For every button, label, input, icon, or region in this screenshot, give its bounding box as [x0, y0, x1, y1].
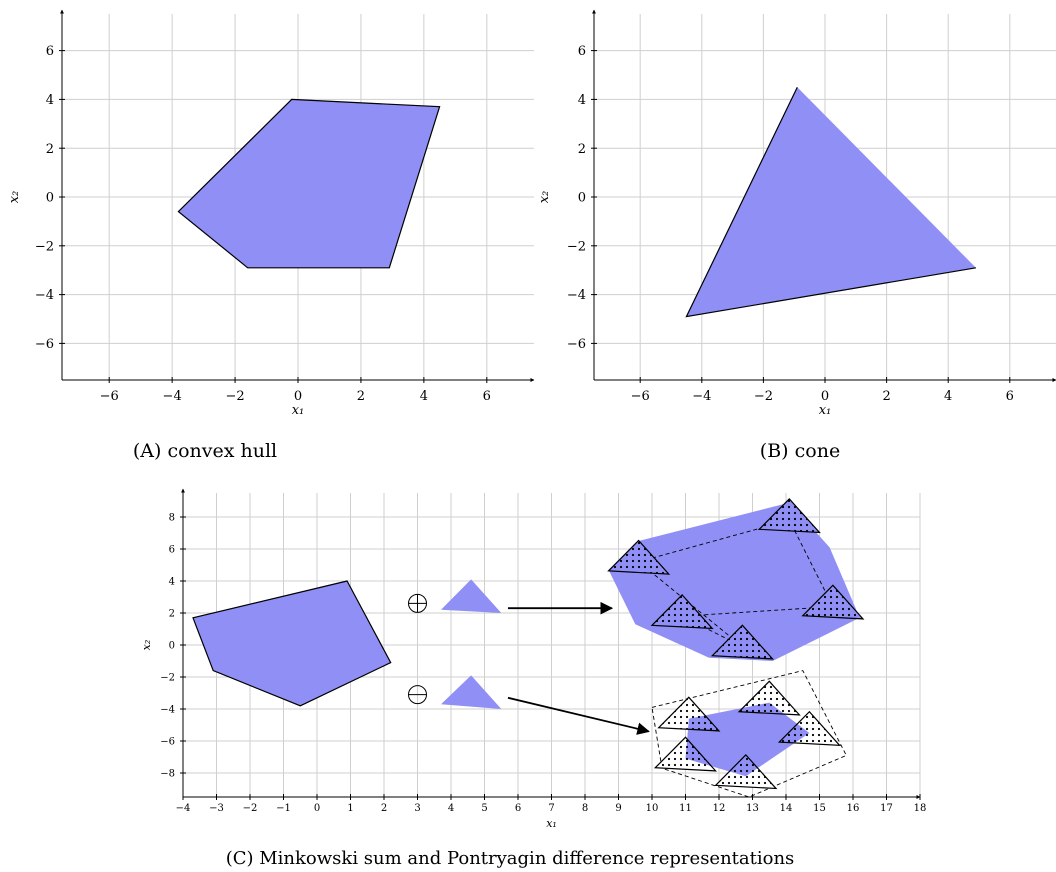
pontryagin-triangle-copy	[737, 680, 801, 716]
x-tick-label: −4	[692, 389, 711, 404]
pontryagin-triangle-copy	[777, 710, 842, 746]
panel-b-cone: −6 −4 −2 0 2 4 6 −6 −4 −2 0 2 4 6 x₁ x₂	[537, 9, 1056, 418]
x-tick-label: −6	[631, 389, 650, 404]
y-tick-label: −6	[160, 737, 175, 748]
pontryagin-triangle-copy	[653, 736, 718, 772]
x-tick-label: 18	[914, 803, 927, 814]
y-tick-label: 6	[578, 44, 586, 59]
x-tick-label: 6	[1006, 389, 1014, 404]
y-tick-label: −6	[567, 337, 586, 352]
x-tick-label: −6	[100, 389, 119, 404]
x-tick-label: 6	[483, 389, 491, 404]
panel-a-convex-hull: −6 −4 −2 0 2 4 6 −6 −4 −2 0 2 4 6 x₁ x₂	[7, 9, 535, 418]
y-axis-label: x₂	[537, 191, 552, 204]
y-tick-label: 0	[169, 641, 175, 652]
x-tick-label: −2	[754, 389, 773, 404]
y-tick-label: −4	[567, 288, 586, 303]
x-axis-label: x₁	[819, 403, 832, 418]
x-tick-label: 10	[646, 803, 659, 814]
y-axis-label: x₂	[140, 640, 153, 651]
y-tick-label: −4	[35, 288, 54, 303]
minkowski-triangle-dots	[652, 594, 713, 629]
x-axis-label: x₁	[292, 403, 305, 418]
y-tick-label: −2	[160, 673, 175, 684]
x-tick-label: 12	[713, 803, 726, 814]
x-tick-label: 3	[414, 803, 420, 814]
x-tick-label: 1	[347, 803, 353, 814]
y-tick-label: 6	[46, 44, 54, 59]
x-tick-label: 11	[679, 803, 692, 814]
y-tick-label: 4	[578, 93, 586, 108]
minkowski-triangle-dots	[759, 498, 820, 533]
sum-triangle	[441, 579, 502, 613]
pontryagin-set-outline	[651, 670, 847, 798]
minkowski-triangle-dots	[608, 540, 669, 575]
x-tick-label: 2	[381, 803, 387, 814]
y-tick-label: −2	[35, 239, 54, 254]
y-axis-label: x₂	[7, 191, 22, 204]
x-tick-label: 0	[821, 389, 829, 404]
x-tick-label: 14	[780, 803, 793, 814]
y-tick-label: −2	[567, 239, 586, 254]
y-tick-label: 4	[169, 577, 175, 588]
minkowski-triangle-dots	[802, 585, 863, 619]
pontryagin-triangle-copy	[714, 754, 778, 790]
y-tick-label: 4	[46, 93, 54, 108]
x-tick-label: 4	[420, 389, 428, 404]
x-tick-label: 4	[448, 803, 454, 814]
x-tick-label: 2	[882, 389, 890, 404]
x-tick-label: 6	[515, 803, 521, 814]
y-tick-label: 8	[169, 513, 175, 524]
cone-polygon	[686, 87, 976, 317]
cone-edges	[685, 86, 976, 318]
x-tick-label: −1	[276, 803, 291, 814]
convex-hull-polygon	[177, 98, 441, 269]
x-tick-label: 17	[880, 803, 893, 814]
y-tick-label: −8	[160, 769, 175, 780]
x-tick-label: −4	[163, 389, 182, 404]
arrow-1	[507, 696, 650, 735]
original-set-polygon	[192, 580, 392, 707]
x-tick-label: −2	[243, 803, 258, 814]
caption-c: (C) Minkowski sum and Pontryagin differe…	[226, 848, 795, 869]
y-tick-label: 0	[578, 191, 586, 206]
difference-triangle	[441, 675, 502, 709]
x-tick-label: −2	[225, 389, 244, 404]
x-tick-label: 16	[847, 803, 860, 814]
pontryagin-triangle-copy	[657, 696, 721, 732]
x-tick-label: 5	[481, 803, 487, 814]
pontryagin-difference-polygon	[685, 702, 810, 777]
x-tick-label: −3	[209, 803, 224, 814]
y-tick-label: 0	[46, 191, 54, 206]
x-tick-label: −4	[176, 803, 191, 814]
x-tick-label: 9	[615, 803, 621, 814]
y-tick-label: −6	[35, 337, 54, 352]
x-tick-label: 13	[746, 803, 759, 814]
x-tick-label: 8	[582, 803, 588, 814]
x-tick-label: 0	[314, 803, 320, 814]
y-tick-label: 2	[169, 609, 175, 620]
x-tick-label: 0	[294, 389, 302, 404]
x-axis-label: x₁	[546, 817, 557, 830]
x-tick-label: 2	[357, 389, 365, 404]
x-tick-label: 7	[548, 803, 554, 814]
caption-b: (B) cone	[760, 440, 840, 462]
caption-a: (A) convex hull	[133, 440, 277, 462]
x-tick-label: 15	[813, 803, 826, 814]
minkowski-triangle-dots	[712, 625, 773, 659]
y-tick-label: 6	[169, 545, 175, 556]
panel-c-minkowski-pontryagin: −4 −3 −2 −1 0 1 2 3 4 5 6 7 8 9 10 11 12 13 14 15 16 17 18−8−6…	[140, 488, 927, 830]
y-tick-label: 2	[578, 142, 586, 157]
x-tick-label: 4	[944, 389, 952, 404]
y-tick-label: 2	[46, 142, 54, 157]
y-tick-label: −4	[160, 705, 175, 716]
